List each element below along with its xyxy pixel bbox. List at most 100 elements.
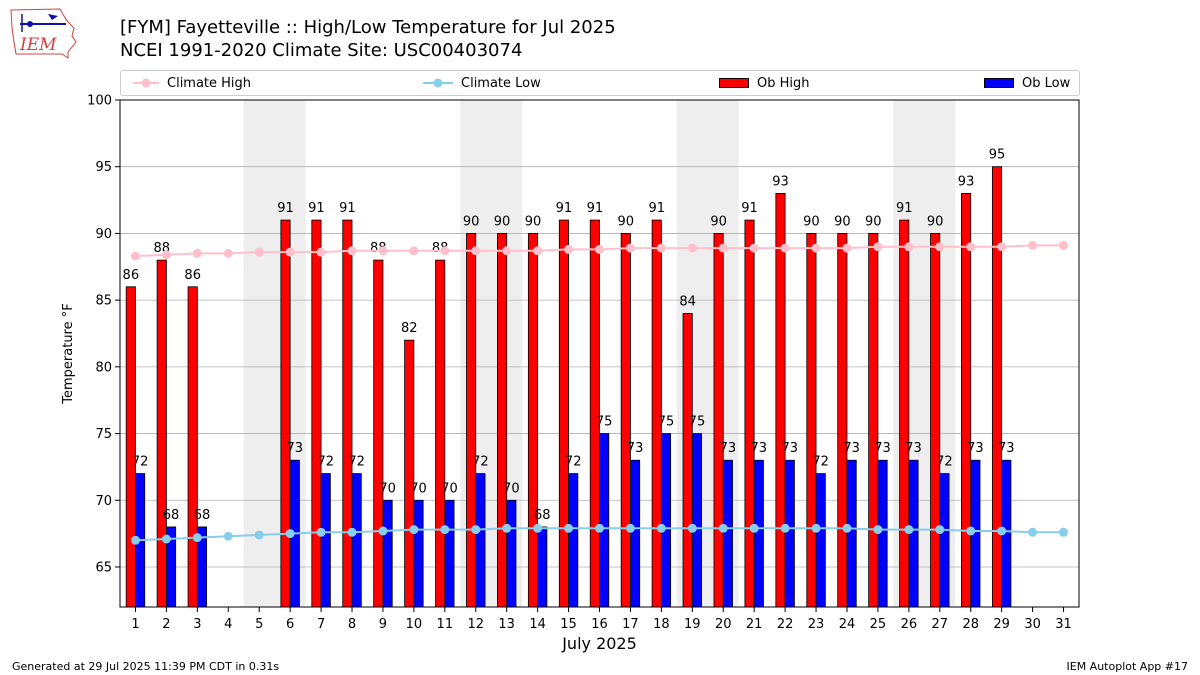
x-tick-label-13: 13 xyxy=(498,617,515,632)
ob-low-bar-7 xyxy=(320,473,331,608)
climate-low-legend-marker xyxy=(423,78,453,88)
climate-low-point-9 xyxy=(378,526,388,536)
x-tick-label-28: 28 xyxy=(962,617,979,632)
ob-low-label-16: 75 xyxy=(596,415,613,430)
ob-high-bar-23 xyxy=(806,233,817,608)
x-tick-label-25: 25 xyxy=(870,617,887,632)
ob-low-label-24: 73 xyxy=(843,441,860,456)
ob-low-bar-12 xyxy=(475,473,486,608)
climate-high-point-26 xyxy=(904,242,914,252)
x-tick-label-30: 30 xyxy=(1024,617,1041,632)
ob-low-bar-27 xyxy=(939,473,950,608)
y-tick-label-95: 95 xyxy=(95,160,112,175)
climate-high-point-5 xyxy=(254,247,264,257)
ob-low-bar-22 xyxy=(784,459,795,608)
ob-high-bar-12 xyxy=(466,233,477,608)
ob-high-bar-9 xyxy=(373,259,384,608)
climate-low-point-4 xyxy=(223,531,233,541)
ob-high-bar-14 xyxy=(527,233,539,608)
ob-low-bar-17 xyxy=(630,459,641,608)
ob-low-label-3: 68 xyxy=(194,508,211,523)
ob-high-label-15: 91 xyxy=(556,201,573,216)
ob-low-label-14: 68 xyxy=(534,508,551,523)
climate-low-point-3 xyxy=(192,533,202,543)
climate-high-point-20 xyxy=(718,243,728,253)
ob-high-bar-20 xyxy=(713,233,724,608)
ob-high-label-27: 90 xyxy=(927,214,944,229)
x-tick-label-4: 4 xyxy=(224,617,232,632)
climate-high-point-7 xyxy=(316,247,326,257)
climate-high-point-22 xyxy=(780,243,790,253)
y-tick-label-90: 90 xyxy=(95,227,112,242)
ob-high-label-6: 91 xyxy=(277,201,294,216)
climate-low-point-20 xyxy=(718,523,728,533)
ob-low-bar-10 xyxy=(413,499,424,608)
ob-low-label-8: 72 xyxy=(348,455,365,470)
climate-low-point-13 xyxy=(502,523,512,533)
ob-high-bar-19 xyxy=(682,313,693,608)
climate-high-point-29 xyxy=(997,242,1007,252)
climate-low-point-15 xyxy=(564,523,574,533)
legend: Climate High Climate Low Ob High Ob Low xyxy=(120,70,1080,96)
climate-low-point-11 xyxy=(440,525,450,535)
climate-high-point-9 xyxy=(378,246,388,256)
climate-high-point-15 xyxy=(564,244,574,254)
ob-low-bar-24 xyxy=(846,459,857,608)
ob-high-label-24: 90 xyxy=(834,214,851,229)
climate-high-point-27 xyxy=(935,242,945,252)
climate-low-point-17 xyxy=(625,523,635,533)
x-tick-label-16: 16 xyxy=(591,617,608,632)
x-tick-label-19: 19 xyxy=(684,617,701,632)
climate-high-point-23 xyxy=(811,243,821,253)
ob-low-bar-13 xyxy=(506,499,517,608)
climate-high-point-6 xyxy=(285,247,295,257)
climate-high-point-10 xyxy=(409,246,419,256)
legend-item-ob-high: Ob High xyxy=(719,71,810,95)
ob-low-label-6: 73 xyxy=(287,441,304,456)
ob-low-label-23: 72 xyxy=(812,455,829,470)
ob-low-label-19: 75 xyxy=(689,415,706,430)
x-tick-label-17: 17 xyxy=(622,617,639,632)
x-tick-label-12: 12 xyxy=(467,617,484,632)
ob-high-label-18: 91 xyxy=(648,201,665,216)
generated-note: Generated at 29 Jul 2025 11:39 PM CDT in… xyxy=(12,660,280,673)
climate-low-point-5 xyxy=(254,530,264,540)
ob-high-bar-11 xyxy=(435,259,446,608)
climate-high-point-17 xyxy=(625,243,635,253)
ob-high-label-7: 91 xyxy=(308,201,325,216)
climate-high-point-8 xyxy=(347,246,357,256)
x-tick-label-18: 18 xyxy=(653,617,670,632)
y-tick-label-70: 70 xyxy=(95,494,112,509)
ob-high-label-28: 93 xyxy=(958,174,975,189)
ob-high-bar-26 xyxy=(899,219,910,608)
ob-low-bar-19 xyxy=(691,433,702,608)
climate-high-point-2 xyxy=(161,250,171,260)
climate-low-point-7 xyxy=(316,527,326,537)
ob-high-label-3: 86 xyxy=(184,268,201,283)
ob-high-bar-22 xyxy=(775,192,786,608)
x-tick-label-29: 29 xyxy=(993,617,1010,632)
x-tick-label-27: 27 xyxy=(932,617,949,632)
climate-low-point-24 xyxy=(842,523,852,533)
ob-low-label-28: 73 xyxy=(967,441,984,456)
x-tick-label-2: 2 xyxy=(162,617,170,632)
ob-low-label-29: 73 xyxy=(998,441,1015,456)
iem-logo: IEM xyxy=(10,8,77,59)
ob-high-bar-17 xyxy=(620,233,631,608)
legend-label-ob-high: Ob High xyxy=(757,75,810,91)
ob-low-bar-21 xyxy=(753,459,764,608)
ob-low-label-15: 72 xyxy=(565,455,582,470)
ob-high-bar-8 xyxy=(342,219,353,608)
ob-high-bar-15 xyxy=(558,219,569,608)
x-tick-label-1: 1 xyxy=(131,617,139,632)
ob-high-label-12: 90 xyxy=(463,214,480,229)
ob-low-label-7: 72 xyxy=(317,455,334,470)
climate-low-point-2 xyxy=(161,534,171,544)
ob-low-legend-marker xyxy=(984,78,1014,88)
ob-low-bar-20 xyxy=(722,459,733,608)
ob-low-bar-15 xyxy=(568,473,579,608)
ob-low-bar-8 xyxy=(351,473,362,608)
y-tick-label-80: 80 xyxy=(95,360,112,375)
ob-high-bar-1 xyxy=(125,286,136,608)
ob-high-bar-7 xyxy=(311,219,322,608)
